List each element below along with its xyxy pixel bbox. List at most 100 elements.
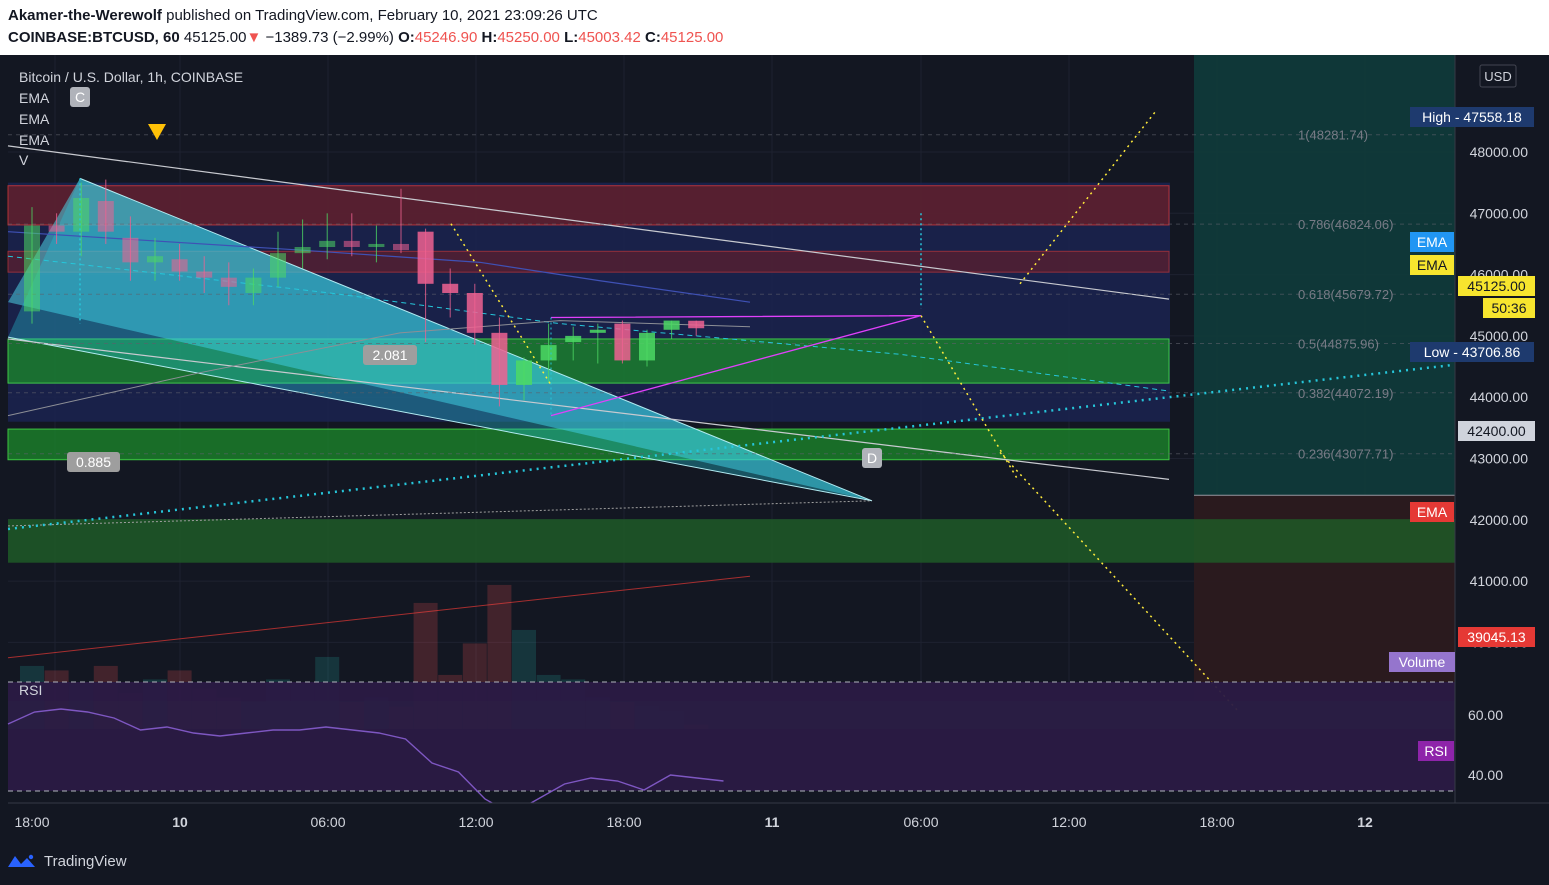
candle-body-16 bbox=[417, 231, 434, 284]
author-name[interactable]: Akamer-the-Werewolf bbox=[8, 7, 162, 24]
candle-body-11 bbox=[294, 247, 311, 254]
badge-ema-yellow: EMA bbox=[1417, 257, 1448, 273]
low-label: L: bbox=[564, 29, 579, 46]
candle-body-5 bbox=[147, 256, 163, 263]
badge-high: High - 47558.18 bbox=[1422, 109, 1522, 125]
fib-label-1: 1(48281.74) bbox=[1298, 128, 1368, 143]
currency-button-bg bbox=[1479, 64, 1517, 88]
tradingview-logo[interactable]: TradingView bbox=[8, 851, 127, 871]
long-trendline bbox=[7, 363, 1456, 531]
rsi-tick-0: 60.00 bbox=[1468, 707, 1503, 723]
yellow-path-up bbox=[1019, 111, 1156, 285]
rsi-line bbox=[7, 708, 724, 815]
price-tick-3: 45000.00 bbox=[1470, 328, 1529, 344]
candle-body-10 bbox=[270, 253, 286, 278]
signal-down-triangle-icon bbox=[148, 124, 166, 140]
candle-body-27 bbox=[688, 320, 705, 329]
price-tick-4: 44000.00 bbox=[1470, 389, 1529, 405]
close-label: C: bbox=[645, 29, 661, 46]
time-tick-3: 12:00 bbox=[458, 814, 493, 830]
candle-body-18 bbox=[466, 292, 483, 333]
fib-label-0.382: 0.382(44072.19) bbox=[1298, 386, 1393, 401]
time-tick-1: 10 bbox=[172, 814, 188, 830]
price-tick-6: 42000.00 bbox=[1470, 512, 1529, 528]
price-tick-1: 47000.00 bbox=[1470, 205, 1529, 221]
harmonic-triangle-overlap bbox=[8, 178, 872, 501]
footer bbox=[0, 845, 1549, 885]
candle-body-9 bbox=[245, 277, 262, 293]
badge-stop-bg bbox=[1458, 627, 1535, 647]
ratio-label-2081-bg bbox=[363, 345, 417, 365]
pattern-label-c-bg bbox=[70, 87, 90, 107]
candle-body-20 bbox=[516, 360, 532, 385]
time-tick-5: 11 bbox=[765, 814, 780, 830]
rsi-title: RSI bbox=[19, 682, 42, 698]
badge-ema-blue-bg bbox=[1410, 232, 1454, 252]
ema-long-line bbox=[7, 575, 751, 659]
badge-last-price-bg bbox=[1458, 276, 1535, 296]
open-label: O: bbox=[398, 29, 415, 46]
legend-volume: V bbox=[19, 152, 29, 168]
price-tick-0: 48000.00 bbox=[1470, 144, 1529, 160]
projection-profit-zone bbox=[1194, 55, 1455, 496]
candle-body-22 bbox=[565, 335, 582, 343]
ratio-label-0885-bg bbox=[67, 452, 120, 472]
time-tick-2: 06:00 bbox=[310, 814, 345, 830]
yellow-path-down bbox=[999, 451, 1238, 711]
harmonic-leg-bd bbox=[7, 336, 873, 502]
candle-body-1 bbox=[48, 225, 65, 232]
resistance-zone-upper bbox=[7, 185, 1170, 226]
symbol: COINBASE:BTCUSD, 60 bbox=[8, 29, 180, 46]
channel-upper-line bbox=[7, 145, 1170, 300]
badge-ema-red-bg bbox=[1410, 502, 1454, 522]
rsi-band bbox=[8, 682, 1455, 791]
candle-body-19 bbox=[491, 332, 508, 385]
pattern-label-d: D bbox=[867, 450, 877, 466]
candle-body-12 bbox=[319, 240, 336, 248]
legend-ema-2: EMA bbox=[19, 111, 50, 127]
badge-ema-blue: EMA bbox=[1417, 234, 1448, 250]
candle-body-17 bbox=[442, 283, 459, 293]
close-value: 45125.00 bbox=[660, 29, 724, 46]
fib-label-0.618: 0.618(45679.72) bbox=[1298, 287, 1393, 302]
publisher-line: Akamer-the-Werewolf published on Trading… bbox=[8, 7, 598, 24]
price-tick-5: 43000.00 bbox=[1470, 451, 1529, 467]
time-tick-9: 12 bbox=[1357, 814, 1373, 830]
time-axis-bg bbox=[0, 803, 1549, 845]
badge-rsi-bg bbox=[1418, 741, 1454, 761]
harmonic-ratio-line bbox=[7, 500, 873, 527]
price-tick-7: 41000.00 bbox=[1470, 573, 1529, 589]
candle-body-21 bbox=[540, 345, 557, 361]
badge-volume-bg bbox=[1389, 652, 1455, 672]
candle-body-14 bbox=[368, 243, 385, 248]
support-zone-3 bbox=[8, 519, 1455, 563]
badge-countdown: 50:36 bbox=[1491, 300, 1526, 316]
badge-entry: 42400.00 bbox=[1467, 423, 1526, 439]
legend-ema-3: EMA bbox=[19, 132, 50, 148]
fib-label-0.5: 0.5(44875.96) bbox=[1298, 337, 1379, 352]
candle-body-4 bbox=[122, 237, 139, 263]
chart-canvas[interactable]: 1(48281.74) 0.786(46824.06) 0.618(45679.72… bbox=[0, 55, 1549, 845]
candle-body-3 bbox=[97, 201, 114, 232]
yellow-path-drop bbox=[450, 223, 552, 386]
legend-ema-1: EMA bbox=[19, 90, 50, 106]
ratio-label-0885: 0.885 bbox=[76, 454, 111, 470]
last-price: 45125.00 bbox=[183, 29, 247, 46]
published-text: published on TradingView.com, February 1… bbox=[166, 7, 598, 24]
candle-body-8 bbox=[220, 277, 237, 287]
candle-body-13 bbox=[343, 240, 360, 248]
candle-body-7 bbox=[196, 271, 213, 278]
candle-body-24 bbox=[614, 323, 631, 361]
badge-ema-yellow-bg bbox=[1410, 255, 1454, 275]
harmonic-triangle-bcd bbox=[8, 178, 872, 501]
time-tick-6: 06:00 bbox=[903, 814, 938, 830]
chart-area[interactable]: 1(48281.74) 0.786(46824.06) 0.618(45679.72… bbox=[0, 55, 1549, 845]
badge-low: Low - 43706.86 bbox=[1424, 344, 1521, 360]
badge-last-price: 45125.00 bbox=[1467, 278, 1526, 294]
badge-stop: 39045.13 bbox=[1467, 629, 1526, 645]
high-value: 45250.00 bbox=[497, 29, 560, 46]
low-value: 45003.42 bbox=[578, 29, 641, 46]
chart-legend-title: Bitcoin / U.S. Dollar, 1h, COINBASE bbox=[19, 69, 243, 85]
time-tick-8: 18:00 bbox=[1199, 814, 1234, 830]
yellow-path-2 bbox=[920, 315, 1019, 481]
